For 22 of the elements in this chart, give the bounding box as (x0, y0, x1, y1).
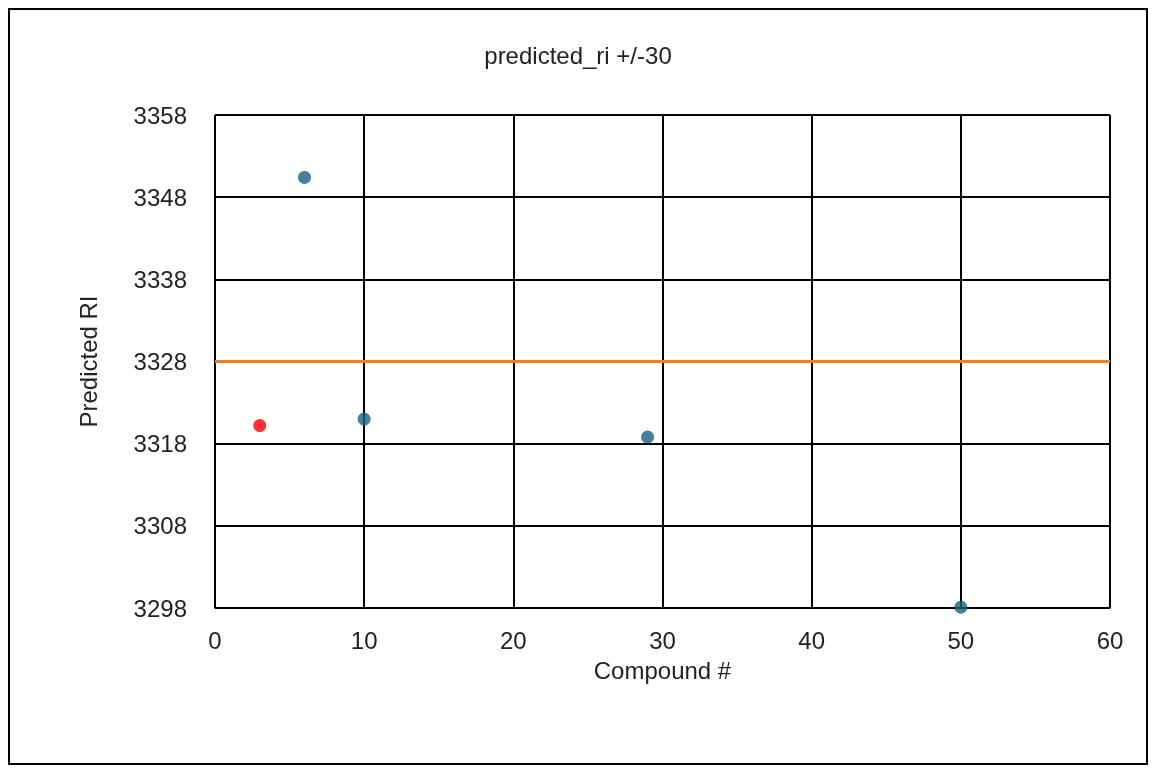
x-tick-label: 40 (798, 626, 826, 654)
x-tick-label: 50 (947, 626, 975, 654)
point (641, 430, 655, 444)
y-tick-label: 3338 (133, 265, 187, 293)
x-tick-label: 30 (649, 626, 676, 654)
y-tick-label: 3298 (133, 594, 187, 622)
point (253, 419, 267, 433)
y-tick-label: 3358 (133, 101, 187, 129)
y-tick-label: 3328 (133, 348, 187, 375)
point (954, 600, 968, 614)
chart-title: predicted_ri +/-30 (484, 41, 672, 69)
y-tick-label: 3348 (133, 183, 187, 211)
x-tick-label: 10 (350, 626, 378, 654)
x-axis-title: Compound # (593, 656, 732, 684)
y-tick-label: 3318 (133, 430, 187, 458)
x-tick-label: 60 (1096, 626, 1124, 654)
point (298, 170, 311, 184)
y-tick-label: 3308 (133, 512, 187, 540)
x-tick-label: 20 (499, 626, 527, 654)
point (357, 412, 371, 426)
y-axis-title: Predicted RI (74, 295, 102, 428)
x-tick-label: 0 (208, 626, 222, 654)
